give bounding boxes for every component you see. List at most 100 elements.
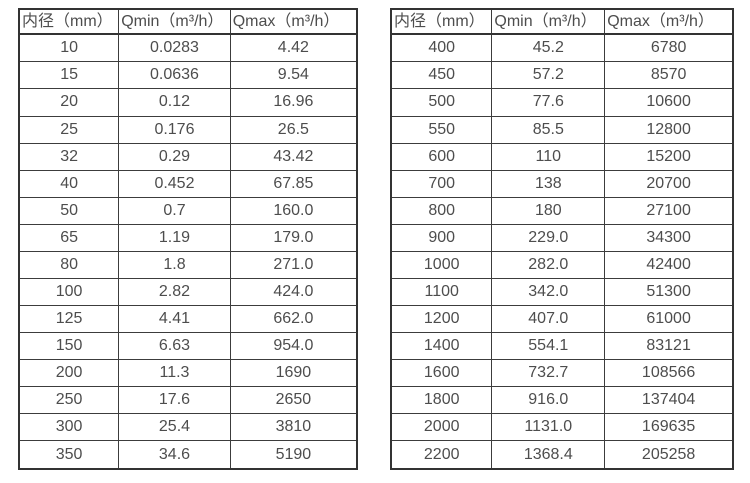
table-cell: 1.19 <box>118 223 231 252</box>
table-cell: 700 <box>390 169 493 198</box>
table-cell: 0.0636 <box>118 61 231 90</box>
table-row: 65 1.19 179.0 <box>18 223 358 252</box>
table-row: 250 17.6 2650 <box>18 386 358 415</box>
table-cell: 0.12 <box>118 88 231 117</box>
table-cell: 300 <box>18 413 120 442</box>
table-cell: 1000 <box>390 250 493 280</box>
table-cell: 500 <box>390 88 493 117</box>
table-cell: 350 <box>18 440 120 470</box>
table-row: 900 229.0 34300 <box>390 223 734 252</box>
table-cell: 1400 <box>390 332 493 361</box>
table-cell: 342.0 <box>491 277 606 307</box>
table-row: 10 0.0283 4.42 <box>18 33 358 63</box>
table-cell: 25 <box>18 115 120 144</box>
table-cell: 0.0283 <box>118 33 231 63</box>
table-cell: 16.96 <box>229 88 358 117</box>
table-cell: 600 <box>390 142 493 171</box>
table-cell: 9.54 <box>229 61 358 90</box>
table-cell: 51300 <box>604 277 734 307</box>
table-cell: 11.3 <box>118 359 231 388</box>
table-row: 300 25.4 3810 <box>18 413 358 442</box>
table-cell: 4.41 <box>118 305 231 334</box>
table-row: 2200 1368.4 205258 <box>390 440 734 470</box>
table-cell: 0.176 <box>118 115 231 144</box>
flow-spec-table-large-diameters: 内径（mm） Qmin（m³/h） Qmax（m³/h） 400 45.2 6780 45… <box>390 8 734 470</box>
table-row: 20 0.12 16.96 <box>18 88 358 117</box>
table-cell: 550 <box>390 115 493 144</box>
table-cell: 6780 <box>604 33 734 63</box>
table-row: 15 0.0636 9.54 <box>18 61 358 90</box>
table-row: 125 4.41 662.0 <box>18 305 358 334</box>
table-row: 1000 282.0 42400 <box>390 250 734 280</box>
table-row: 25 0.176 26.5 <box>18 115 358 144</box>
table-cell: 179.0 <box>229 223 358 252</box>
flow-spec-table-small-diameters: 内径（mm） Qmin（m³/h） Qmax（m³/h） 10 0.0283 4.42 1… <box>18 8 358 470</box>
table-cell: 1131.0 <box>491 413 606 442</box>
header-row: 内径（mm） Qmin（m³/h） Qmax（m³/h） <box>18 8 358 35</box>
table-cell: 50 <box>18 196 120 225</box>
table-row: 450 57.2 8570 <box>390 61 734 90</box>
table-cell: 180 <box>491 196 606 225</box>
table-row: 1200 407.0 61000 <box>390 305 734 334</box>
column-header: 内径（mm） <box>390 8 493 35</box>
table-cell: 4.42 <box>229 33 358 63</box>
column-header: Qmin（m³/h） <box>491 8 606 35</box>
table-cell: 10 <box>18 33 120 63</box>
table-cell: 77.6 <box>491 88 606 117</box>
table-cell: 1600 <box>390 359 493 388</box>
table-row: 150 6.63 954.0 <box>18 332 358 361</box>
table-cell: 0.29 <box>118 142 231 171</box>
table-cell: 229.0 <box>491 223 606 252</box>
table-row: 1100 342.0 51300 <box>390 277 734 307</box>
table-cell: 2.82 <box>118 277 231 307</box>
table-row: 1800 916.0 137404 <box>390 386 734 415</box>
table-row: 100 2.82 424.0 <box>18 277 358 307</box>
table-row: 40 0.452 67.85 <box>18 169 358 198</box>
table-row: 400 45.2 6780 <box>390 33 734 63</box>
table-cell: 554.1 <box>491 332 606 361</box>
table-row: 800 180 27100 <box>390 196 734 225</box>
table-cell: 32 <box>18 142 120 171</box>
header-row: 内径（mm） Qmin（m³/h） Qmax（m³/h） <box>390 8 734 35</box>
table-cell: 5190 <box>229 440 358 470</box>
table-cell: 67.85 <box>229 169 358 198</box>
table-cell: 916.0 <box>491 386 606 415</box>
table-cell: 662.0 <box>229 305 358 334</box>
table-cell: 6.63 <box>118 332 231 361</box>
table-cell: 34.6 <box>118 440 231 470</box>
table-cell: 169635 <box>604 413 734 442</box>
table-cell: 1.8 <box>118 250 231 280</box>
table-row: 500 77.6 10600 <box>390 88 734 117</box>
table-cell: 57.2 <box>491 61 606 90</box>
table-cell: 40 <box>18 169 120 198</box>
table-cell: 45.2 <box>491 33 606 63</box>
table-cell: 12800 <box>604 115 734 144</box>
table-cell: 954.0 <box>229 332 358 361</box>
table-cell: 2200 <box>390 440 493 470</box>
table-cell: 15200 <box>604 142 734 171</box>
table-cell: 25.4 <box>118 413 231 442</box>
table-cell: 3810 <box>229 413 358 442</box>
column-header: Qmin（m³/h） <box>118 8 231 35</box>
table-cell: 150 <box>18 332 120 361</box>
table-row: 600 110 15200 <box>390 142 734 171</box>
table-cell: 20700 <box>604 169 734 198</box>
table-cell: 2000 <box>390 413 493 442</box>
table-cell: 34300 <box>604 223 734 252</box>
table-cell: 407.0 <box>491 305 606 334</box>
table-cell: 205258 <box>604 440 734 470</box>
table-cell: 1368.4 <box>491 440 606 470</box>
table-cell: 100 <box>18 277 120 307</box>
table-cell: 125 <box>18 305 120 334</box>
table-cell: 250 <box>18 386 120 415</box>
table-cell: 15 <box>18 61 120 90</box>
table-cell: 108566 <box>604 359 734 388</box>
table-cell: 20 <box>18 88 120 117</box>
column-header: Qmax（m³/h） <box>229 8 358 35</box>
table-cell: 2650 <box>229 386 358 415</box>
table-cell: 200 <box>18 359 120 388</box>
table-cell: 85.5 <box>491 115 606 144</box>
column-header: 内径（mm） <box>18 8 120 35</box>
table-cell: 42400 <box>604 250 734 280</box>
table-cell: 17.6 <box>118 386 231 415</box>
